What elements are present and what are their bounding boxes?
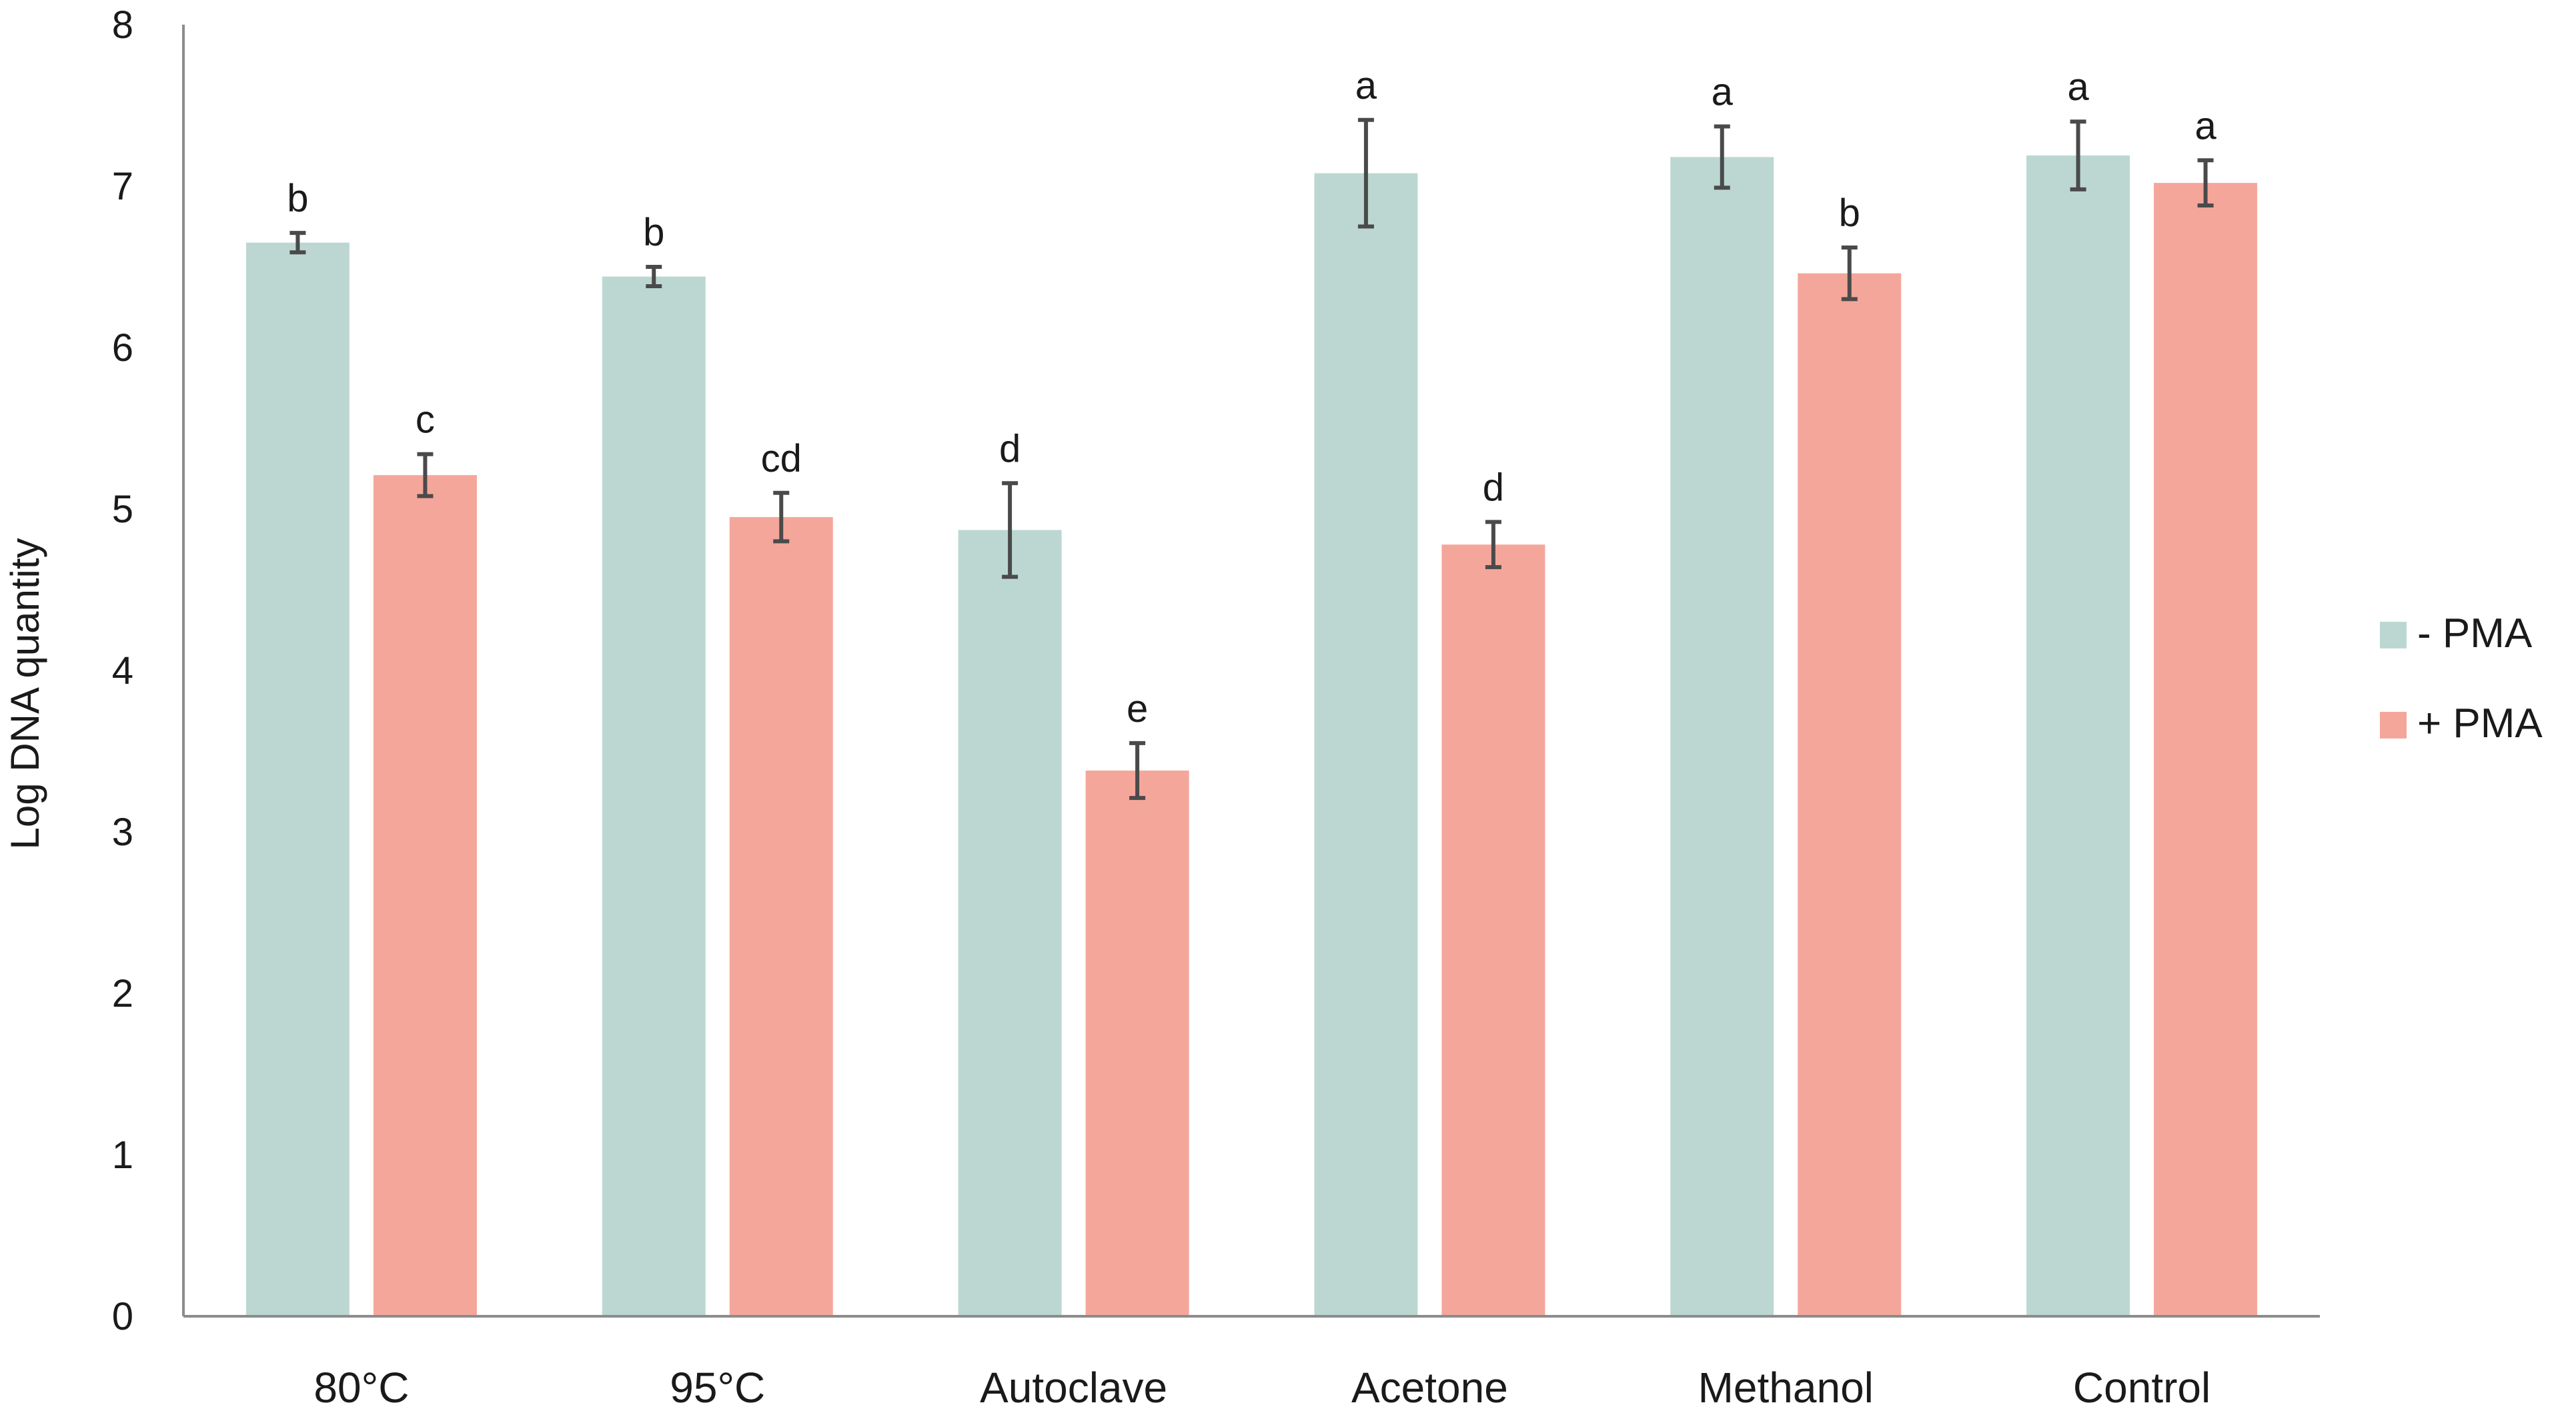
error-bar xyxy=(1714,124,1730,190)
bar xyxy=(1798,273,1902,1317)
error-bar xyxy=(289,231,306,255)
error-bar xyxy=(1357,117,1374,229)
x-tick-label: Autoclave xyxy=(980,1364,1167,1412)
bar xyxy=(245,242,350,1317)
bar xyxy=(602,276,706,1316)
bar xyxy=(2154,183,2258,1316)
significance-letter: b xyxy=(287,177,308,220)
legend-swatch xyxy=(2380,622,2407,648)
error-bar xyxy=(1485,520,1501,570)
x-tick-label: Methanol xyxy=(1698,1364,1874,1412)
significance-letter: b xyxy=(643,211,664,254)
y-tick-label: 1 xyxy=(112,1133,133,1177)
x-tick-label: 80°C xyxy=(313,1364,409,1412)
x-tick-label: Control xyxy=(2073,1364,2210,1412)
bar xyxy=(1670,157,1774,1317)
error-bar xyxy=(1841,245,1858,302)
significance-letter: d xyxy=(999,427,1021,470)
x-tick-label: 95°C xyxy=(670,1364,765,1412)
x-tick-label: Acetone xyxy=(1351,1364,1508,1412)
axes-group xyxy=(182,25,2320,1318)
error-bar xyxy=(1002,481,1019,579)
error-bar xyxy=(417,452,434,498)
y-axis-title: Log DNA quantity xyxy=(3,538,47,850)
significance-letter: e xyxy=(1127,687,1148,731)
error-bar xyxy=(646,265,662,289)
legend-swatch xyxy=(2380,712,2407,739)
error-bars-group xyxy=(289,117,2214,801)
significance-letter: a xyxy=(2067,65,2089,109)
significance-letter: a xyxy=(2194,104,2216,147)
significance-letter: a xyxy=(1355,64,1377,107)
y-tick-label: 2 xyxy=(112,972,133,1015)
significance-letter: a xyxy=(1712,70,1734,113)
x-axis-labels: 80°C 95°C Autoclave Acetone Methanol Control xyxy=(313,1364,2210,1412)
legend-label: + PMA xyxy=(2417,700,2543,747)
bar xyxy=(958,530,1062,1317)
bar xyxy=(729,517,833,1316)
y-axis-ticks: 0 1 2 3 4 5 6 7 8 xyxy=(112,3,133,1338)
y-tick-label: 6 xyxy=(112,326,133,370)
bar xyxy=(2026,155,2130,1316)
y-tick-label: 0 xyxy=(112,1295,133,1338)
error-bar xyxy=(1129,741,1146,801)
significance-letter: b xyxy=(1839,191,1860,235)
error-bar xyxy=(2070,119,2086,191)
legend: - PMA + PMA xyxy=(2380,610,2543,747)
bar xyxy=(1085,771,1189,1316)
significance-letter: cd xyxy=(761,437,802,480)
y-tick-label: 7 xyxy=(112,165,133,208)
bars-group xyxy=(245,155,2258,1317)
bar xyxy=(1314,173,1418,1316)
significance-letter: c xyxy=(416,398,435,442)
y-tick-label: 8 xyxy=(112,3,133,47)
bar xyxy=(373,475,477,1317)
error-bar xyxy=(773,490,790,544)
error-bar xyxy=(2197,158,2214,208)
significance-letters-group: b c b cd d e a d a b a a xyxy=(287,64,2216,731)
y-tick-label: 5 xyxy=(112,488,133,531)
legend-label: - PMA xyxy=(2417,610,2533,656)
bar xyxy=(1441,544,1545,1316)
significance-letter: d xyxy=(1483,466,1504,509)
y-tick-label: 4 xyxy=(112,649,133,692)
y-tick-label: 3 xyxy=(112,811,133,854)
